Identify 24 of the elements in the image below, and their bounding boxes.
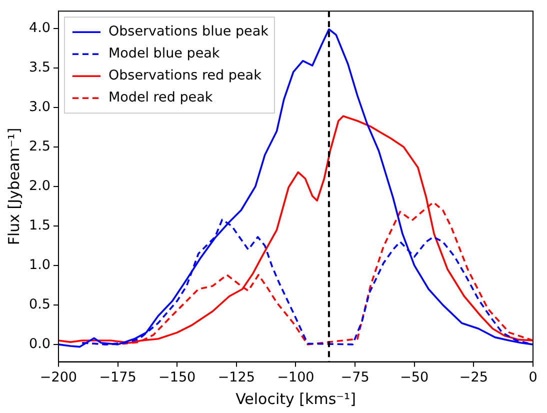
- x-tick-label: −200: [40, 369, 78, 386]
- x-tick-label: −175: [99, 369, 136, 386]
- x-tick-label: 0: [528, 369, 538, 386]
- x-tick-label: −125: [218, 369, 255, 386]
- y-tick-label: 4.0: [28, 20, 50, 36]
- y-tick-label: 2.0: [28, 178, 50, 194]
- y-tick-label: 1.5: [28, 217, 50, 234]
- x-tick-label: −75: [340, 369, 370, 386]
- y-tick-label: 2.5: [28, 138, 50, 154]
- y-tick-label: 0.5: [28, 296, 50, 312]
- legend-label: Observations blue peak: [108, 24, 269, 40]
- y-tick-label: 0.0: [28, 336, 50, 352]
- y-tick-label: 1.0: [28, 256, 50, 273]
- x-axis-title: Velocity [kms⁻¹]: [236, 390, 356, 408]
- y-tick-label: 3.5: [28, 59, 50, 76]
- y-tick-label: 3.0: [28, 98, 50, 115]
- y-axis-title: Flux [Jybeam⁻¹]: [4, 128, 23, 246]
- x-tick-label: −100: [277, 369, 314, 386]
- x-tick-label: −50: [400, 369, 429, 386]
- legend-label: Model red peak: [108, 90, 213, 106]
- legend-label: Observations red peak: [108, 68, 262, 84]
- x-tick-label: −25: [459, 369, 488, 386]
- legend-label: Model blue peak: [108, 46, 220, 62]
- x-tick-label: −150: [158, 369, 196, 386]
